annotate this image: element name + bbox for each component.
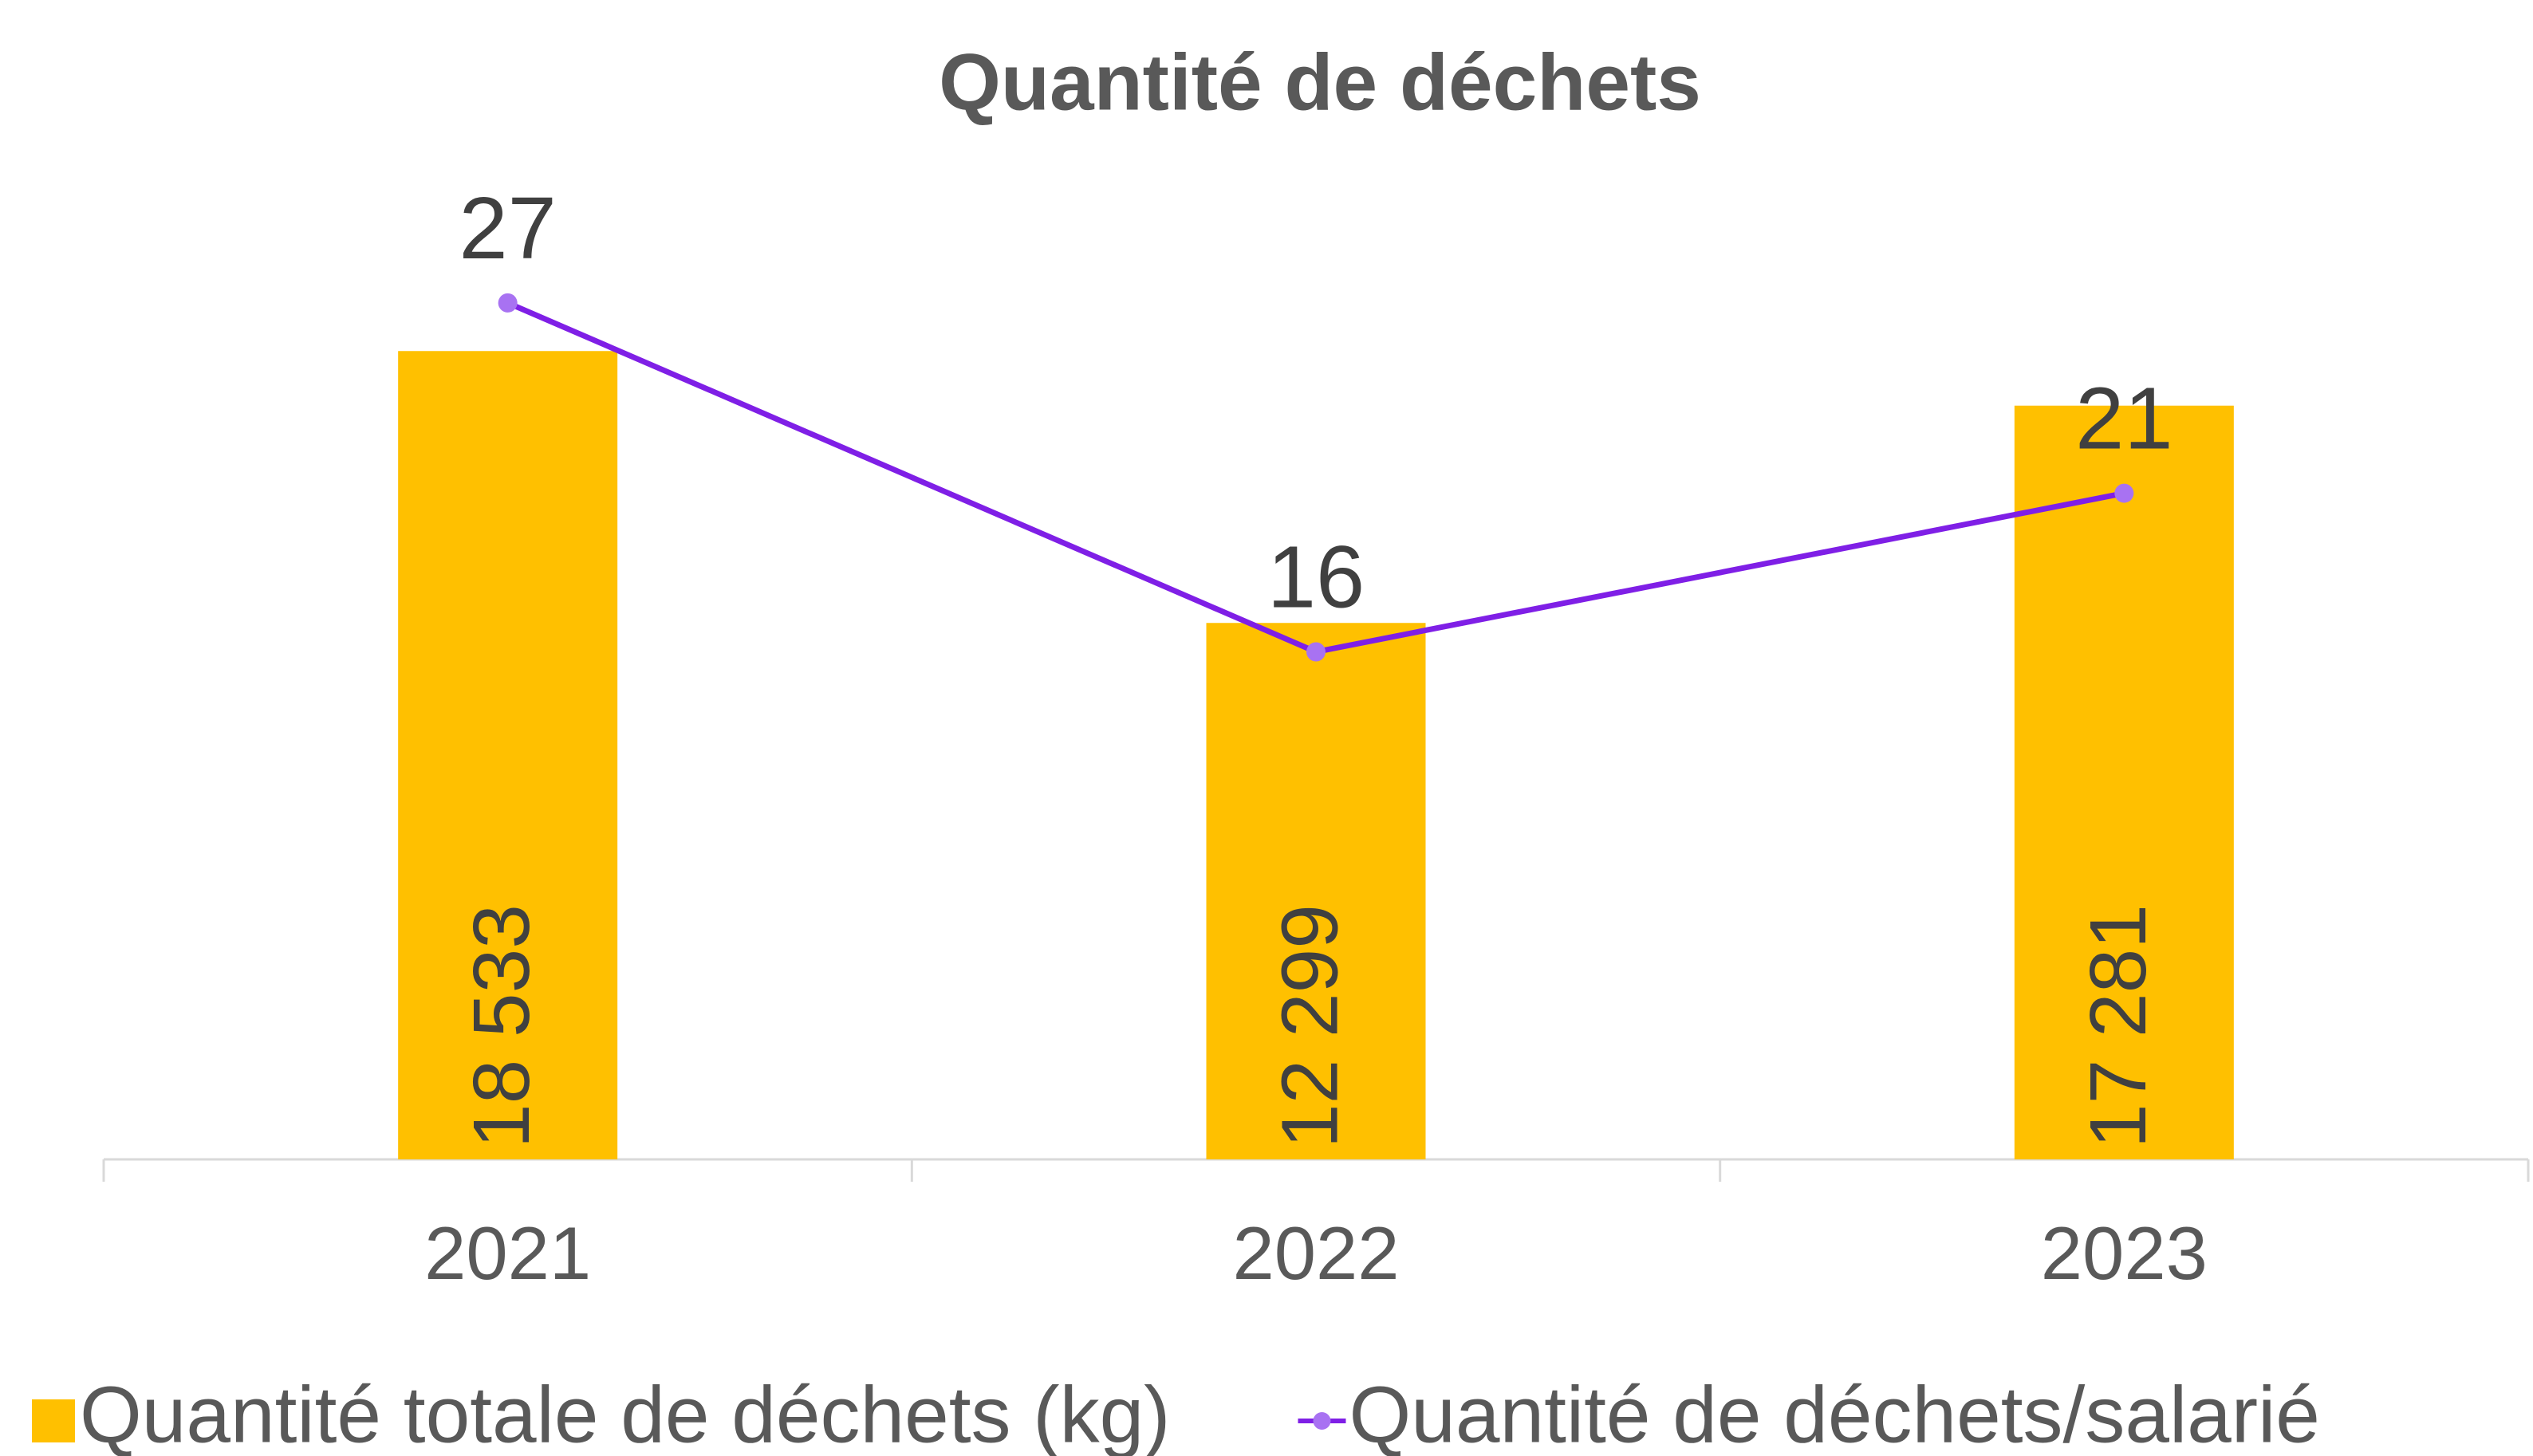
line-marker [498,293,518,313]
legend-swatch [32,1399,75,1442]
legend-label: Quantité de déchets/salarié [1349,1370,2319,1456]
x-tick-label: 2022 [1232,1211,1399,1295]
line-value-label: 21 [2075,370,2173,468]
bar-value-label: 18 533 [457,904,546,1148]
x-tick-label: 2021 [424,1211,591,1295]
bar-value-label: 17 281 [2074,904,2163,1148]
legend-marker [1313,1412,1331,1430]
bar-value-label: 12 299 [1265,904,1354,1148]
line-marker [1306,642,1326,662]
bar [1206,623,1426,1159]
line-value-label: 16 [1267,529,1365,627]
line-marker [2114,483,2134,503]
chart-title: Quantité de déchets [939,37,1701,127]
line-value-label: 27 [459,179,556,277]
x-tick-label: 2023 [2041,1211,2208,1295]
legend-label: Quantité totale de déchets (kg) [80,1370,1170,1456]
bar [2014,405,2234,1159]
bar [398,351,618,1160]
